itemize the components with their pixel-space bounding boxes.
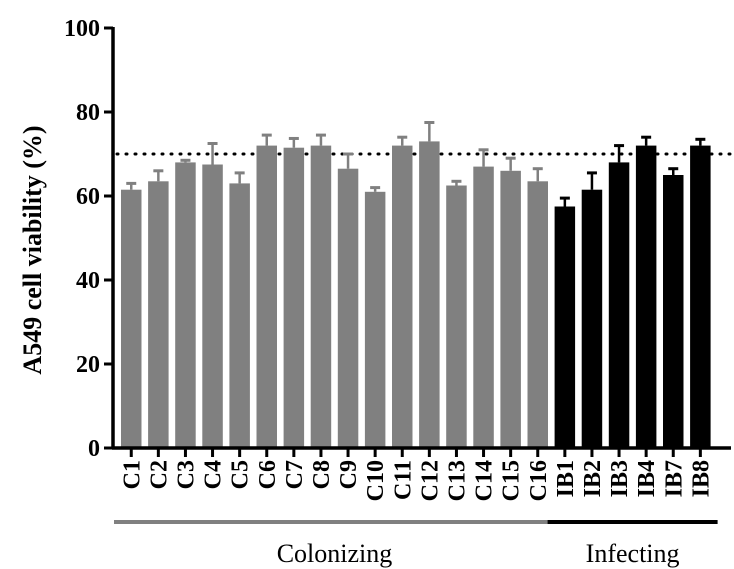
bar [229,183,250,448]
bar [690,145,711,448]
x-tick-label: IB7 [661,460,687,497]
x-tick-label: C9 [336,460,362,489]
bar [663,175,684,448]
x-tick-label: IB8 [688,460,714,497]
x-tick-label: IB2 [580,460,606,497]
group-label: Infecting [586,539,680,568]
bar [364,191,386,449]
bar [148,181,169,449]
x-tick-label: C6 [255,460,281,489]
y-tick-label: 80 [76,100,100,126]
y-axis: 0 20 40 60 80 100 [64,16,115,462]
bars-layer [121,121,711,449]
y-axis-title: A549 cell viability (%) [18,125,47,374]
y-tick-label: 40 [76,268,100,294]
x-tick-label: C4 [201,460,227,489]
bar [337,168,359,448]
bar [581,189,603,448]
x-tick-label: C7 [282,460,308,489]
x-tick-label: C8 [309,460,335,489]
x-tick-label: C10 [363,460,389,501]
bar [175,162,196,448]
x-tick-label: IB4 [634,460,660,497]
y-tick-label: 0 [88,436,100,462]
bar [473,166,494,448]
bar [392,145,413,448]
bar [527,181,548,449]
x-tick-label: C14 [472,460,498,501]
x-tick-label: C15 [499,460,525,501]
bar [202,164,223,448]
x-tick-label: C5 [228,460,254,489]
bar [608,162,630,448]
bar [554,206,576,448]
x-tick-label: C2 [146,460,172,489]
bar [121,189,142,448]
x-axis: C1 C2 C3 C4 C5 C6 C7 C8 C9 C10 C11 C12 C13 C14 C15 C16 I… [112,446,731,501]
x-tick-label: C16 [526,460,552,501]
bar [446,185,467,448]
bar [256,145,277,448]
x-tick-label: C13 [444,460,470,501]
y-tick-label: 100 [64,16,100,42]
x-tick-label: IB3 [607,460,633,497]
bar [310,145,332,448]
x-tick-label: C11 [390,460,416,500]
bar [283,147,305,448]
bar [635,145,657,448]
bar [419,141,440,448]
group-label: Colonizing [277,539,393,568]
group-brackets: Colonizing Infecting [114,520,718,568]
y-tick-label: 60 [76,184,100,210]
bar [500,170,521,449]
x-tick-label: C12 [417,460,443,501]
x-tick-label: C1 [119,460,145,489]
y-tick-label: 20 [76,352,100,378]
x-tick-label: C3 [173,460,199,489]
x-tick-label: IB1 [553,460,579,497]
